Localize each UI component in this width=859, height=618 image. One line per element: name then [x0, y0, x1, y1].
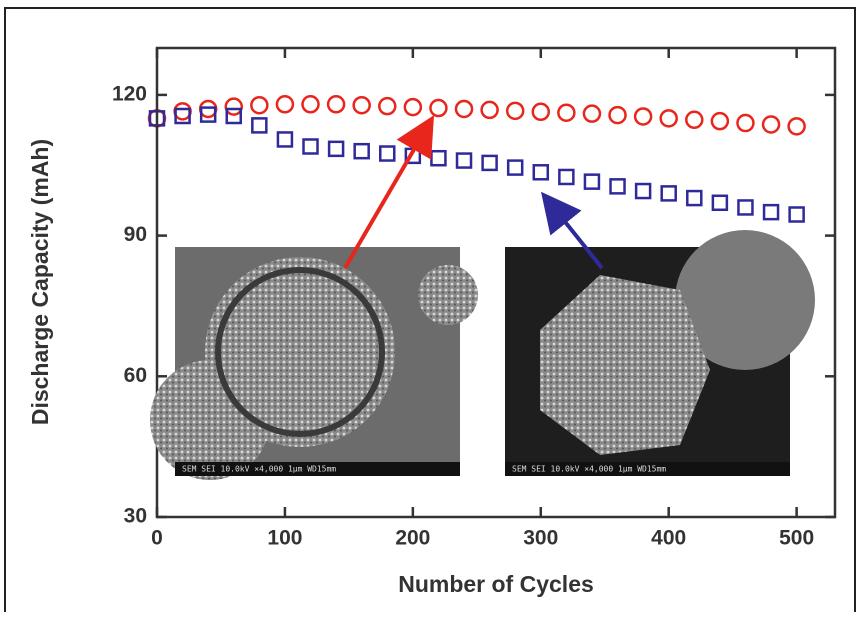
y-tick-label: 30 [124, 505, 147, 528]
marker [352, 95, 371, 115]
marker [686, 189, 703, 207]
marker [609, 178, 626, 195]
marker [198, 99, 218, 119]
marker [224, 97, 244, 116]
plot-frame [155, 46, 837, 519]
marker [710, 111, 730, 131]
marker [480, 100, 499, 120]
marker [532, 164, 550, 181]
inset-caption: SEM SEI 10.0kV ×4,000 1μm WD15mm [182, 465, 336, 474]
marker [379, 145, 396, 162]
marker [302, 138, 319, 155]
marker [633, 107, 653, 126]
marker [582, 104, 602, 123]
marker [558, 168, 575, 186]
x-tick-label: 100 [267, 527, 302, 550]
marker [173, 102, 192, 121]
marker [353, 142, 370, 160]
x-tick-label: 400 [651, 527, 686, 550]
frame [4, 7, 856, 612]
marker [505, 101, 525, 121]
x-tick-label: 200 [395, 527, 430, 550]
marker [634, 182, 652, 200]
x-tick-label: 500 [779, 527, 814, 550]
y-tick-label: 120 [112, 82, 147, 105]
inset-left: SEM SEI 10.0kV ×4,000 1μm WD15mm [150, 247, 478, 480]
arrow [541, 191, 604, 270]
marker [481, 154, 498, 172]
marker [199, 106, 217, 123]
marker [174, 107, 191, 125]
marker [788, 206, 805, 223]
marker [711, 194, 729, 212]
arrow [343, 115, 435, 270]
marker [659, 109, 678, 128]
marker [506, 159, 524, 176]
marker [660, 185, 677, 202]
marker [787, 117, 806, 136]
marker [736, 113, 755, 133]
inset-right: SEM SEI 10.0kV ×4,000 1μm WD15mm [505, 230, 815, 476]
marker [250, 95, 269, 115]
inset-caption: SEM SEI 10.0kV ×4,000 1μm WD15mm [512, 465, 666, 474]
marker [685, 110, 704, 130]
marker [251, 117, 268, 134]
x-tick-label: 300 [523, 527, 558, 550]
marker [455, 152, 473, 169]
marker [762, 203, 780, 221]
x-tick-label: 0 [151, 527, 163, 550]
y-tick-label: 90 [124, 223, 147, 246]
marker [583, 173, 601, 190]
marker [276, 131, 294, 148]
marker [608, 105, 627, 125]
x-axis-label: Number of Cycles [398, 571, 594, 597]
marker [531, 102, 551, 122]
marker [454, 99, 474, 119]
marker [225, 107, 243, 125]
marker [327, 140, 345, 158]
marker [557, 103, 576, 122]
marker [761, 115, 781, 134]
y-axis-label: Discharge Capacity (mAh) [27, 139, 53, 425]
marker [275, 95, 295, 114]
marker [326, 95, 346, 114]
y-tick-label: 60 [124, 364, 147, 387]
marker [737, 199, 754, 216]
marker [429, 98, 448, 118]
marker [301, 95, 320, 114]
marker [378, 96, 397, 116]
marker [430, 149, 447, 167]
marker [403, 97, 423, 117]
